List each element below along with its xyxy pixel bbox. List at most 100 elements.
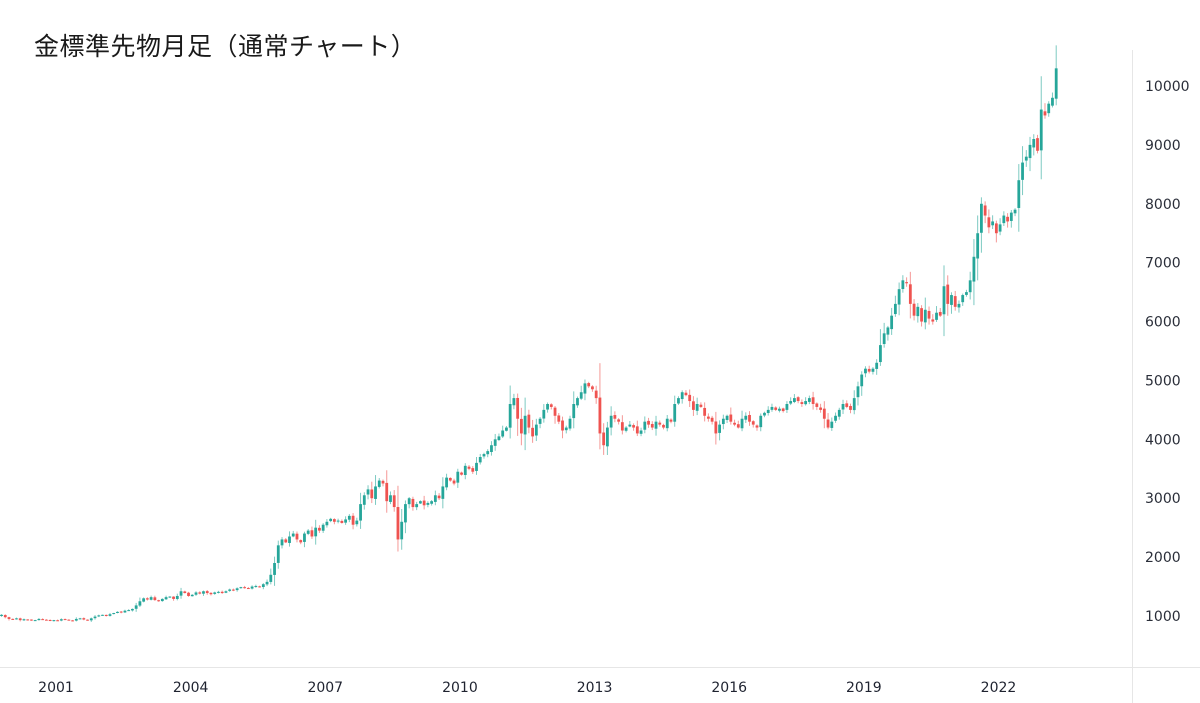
candle-up [269, 574, 273, 582]
candle-up [639, 430, 643, 434]
price-tick-label: 10000 [1145, 79, 1190, 95]
candle-up [901, 280, 905, 289]
candle-up [250, 586, 254, 589]
candle-up [175, 595, 179, 599]
candle-up [366, 489, 370, 495]
candle-down [205, 591, 209, 594]
candle-up [523, 415, 527, 435]
candle-up [654, 421, 658, 429]
price-axis[interactable]: 1000 2000 3000 4000 5000 6000 7000 8000 9000 1000… [1145, 79, 1190, 625]
candle-up [1039, 109, 1043, 151]
candle-up [576, 398, 579, 406]
candle-up [572, 404, 576, 419]
candle-up [770, 406, 774, 410]
candle-up [497, 436, 501, 441]
candle-down [519, 418, 523, 434]
price-tick-label: 6000 [1145, 315, 1181, 331]
candle-down [411, 498, 415, 508]
candle-up [490, 445, 493, 452]
candle-up [538, 418, 542, 424]
candle-down [561, 420, 564, 431]
candle-up [542, 409, 546, 419]
time-tick-label: 2019 [846, 680, 882, 696]
candle-down [826, 419, 830, 428]
candle-up [718, 424, 721, 433]
candle-up [404, 504, 407, 523]
candle-up [864, 368, 867, 374]
candle-up [303, 533, 306, 542]
candle-up [1028, 144, 1032, 159]
candle-down [172, 596, 175, 599]
candle-up [149, 597, 153, 600]
candle-up [923, 309, 927, 323]
price-tick-label: 9000 [1145, 138, 1181, 154]
candle-down [467, 466, 471, 469]
candle-down [796, 397, 800, 402]
candle-up [830, 421, 834, 428]
candle-down [243, 587, 247, 589]
candle-down [994, 223, 998, 234]
candle-down [845, 403, 849, 407]
chart-title: 金標準先物月足（通常チャート） [34, 32, 417, 61]
candle-up [763, 412, 766, 416]
candle-up [534, 424, 538, 436]
candle-down [30, 619, 33, 621]
candle-up [837, 409, 841, 417]
candle-down [187, 592, 190, 596]
candle-up [789, 401, 793, 404]
candle-up [916, 306, 920, 317]
candle-down [703, 407, 707, 416]
time-tick-label: 2013 [577, 680, 613, 696]
candle-down [912, 303, 916, 316]
candle-down [587, 383, 591, 387]
candle-up [78, 618, 82, 620]
candle-down [232, 589, 235, 591]
candle-down [598, 397, 602, 434]
candle-up [568, 418, 572, 429]
candle-up [965, 292, 968, 295]
candle-down [594, 390, 598, 399]
candle-up [426, 502, 430, 505]
candle-up [168, 596, 172, 598]
candle-down [71, 620, 74, 622]
candle-up [512, 398, 516, 406]
candle-down [557, 415, 561, 422]
time-axis[interactable]: 2001 2004 2007 2010 2013 2016 2019 2022 [38, 680, 1016, 696]
candle-down [613, 415, 617, 419]
price-tick-label: 2000 [1145, 550, 1181, 566]
candle-up [389, 495, 392, 502]
candle-down [48, 620, 52, 622]
candle-up [134, 605, 138, 609]
candle-up [347, 515, 351, 520]
candle-down [819, 407, 822, 410]
candle-up [33, 620, 37, 622]
candle-up [321, 524, 325, 531]
candle-up [807, 398, 811, 402]
price-tick-label: 7000 [1145, 256, 1181, 272]
candle-up [841, 404, 845, 410]
candle-down [553, 407, 557, 416]
candle-up [265, 581, 269, 585]
candle-down [781, 408, 785, 412]
candle-down [153, 597, 157, 601]
candle-down [729, 414, 733, 422]
candle-up [766, 409, 770, 414]
candle-down [751, 421, 755, 425]
candle-up [886, 327, 890, 335]
candle-up [142, 598, 146, 602]
candle-down [662, 424, 665, 428]
candle-up [291, 533, 295, 537]
candle-down [452, 480, 456, 484]
candle-down [1006, 216, 1009, 222]
candle-up [1032, 139, 1036, 148]
candle-down [370, 489, 374, 499]
candle-down [822, 408, 826, 419]
candle-down [258, 586, 261, 588]
candle-up [131, 608, 134, 611]
candle-up [609, 415, 613, 428]
price-tick-label: 8000 [1145, 197, 1181, 213]
candle-up [97, 615, 101, 617]
candle-down [67, 619, 71, 621]
candle-up [362, 495, 366, 505]
candle-down [157, 600, 160, 602]
